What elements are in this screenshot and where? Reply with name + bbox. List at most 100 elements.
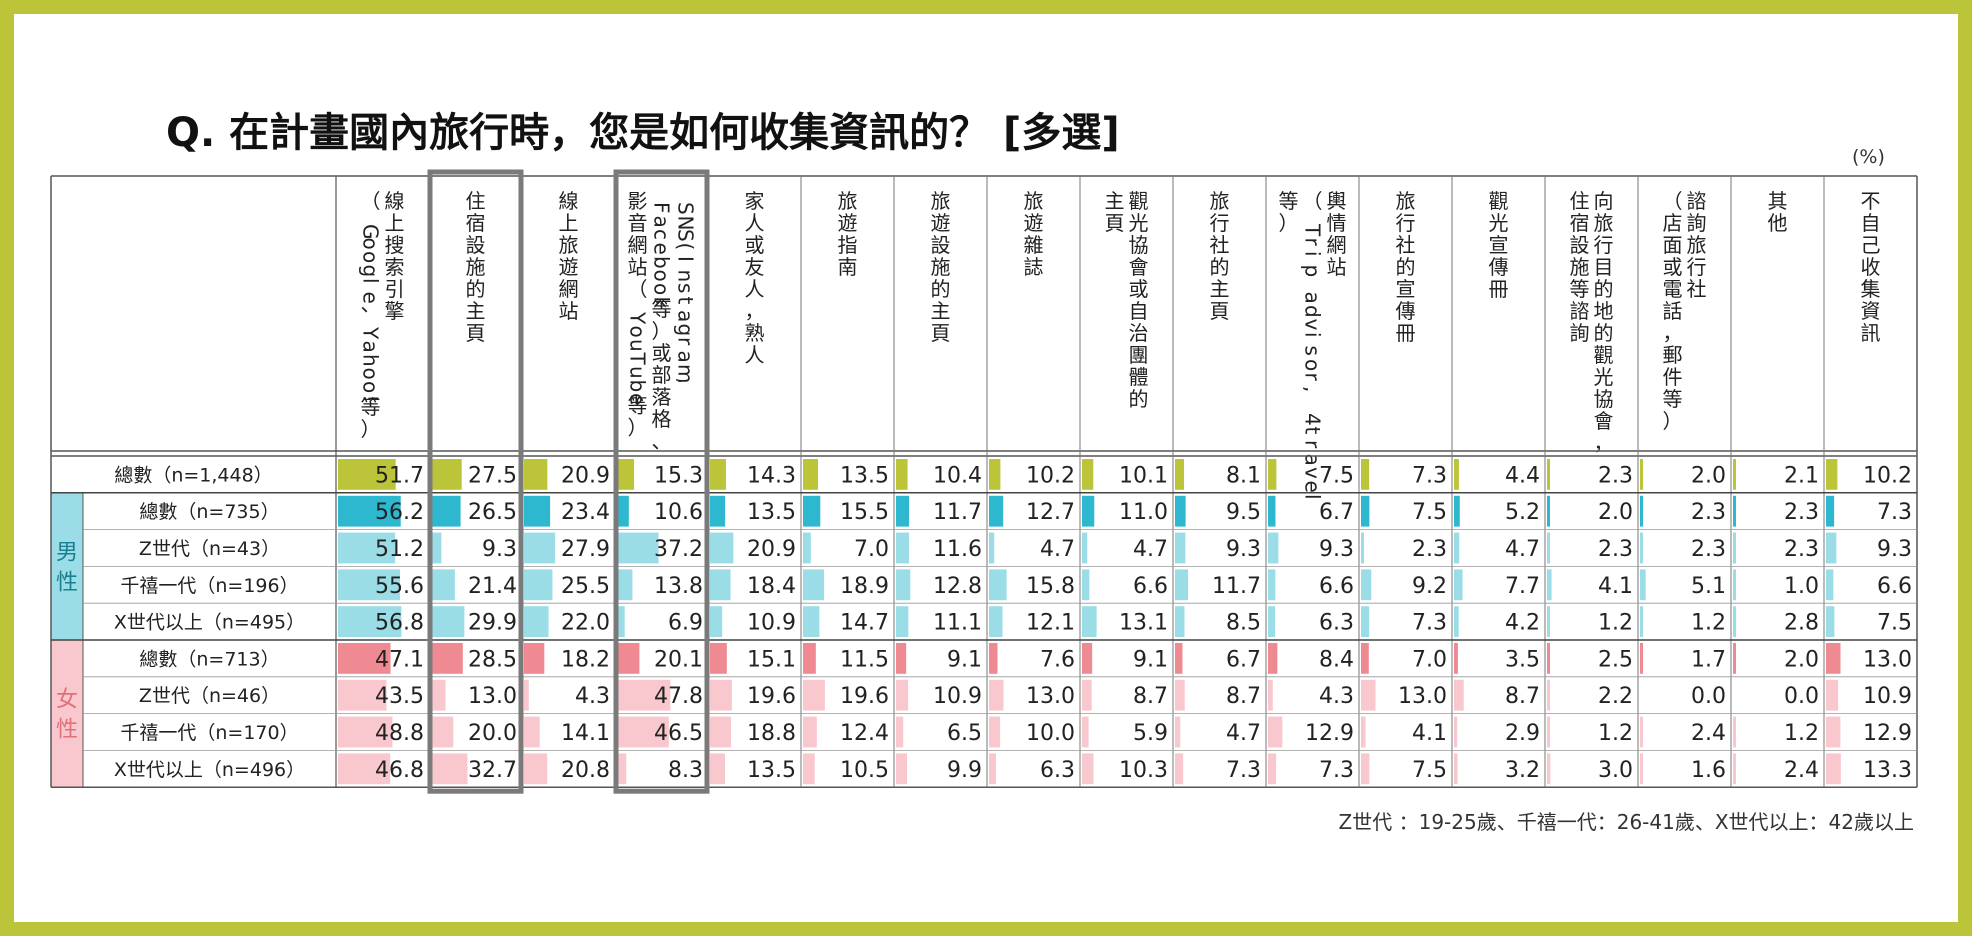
column-header-char: 等 (628, 394, 648, 418)
column-header-char: 觀 (1489, 189, 1509, 213)
value-label: 4.7 (1040, 537, 1075, 562)
column-header-char: 遊 (931, 211, 951, 235)
value-label: 11.5 (840, 647, 889, 672)
column-header-char: h (359, 354, 383, 367)
bar (1454, 753, 1458, 785)
value-label: 23.4 (561, 500, 610, 525)
value-label: 7.3 (1412, 611, 1447, 636)
bar (1547, 569, 1552, 601)
bar (710, 569, 731, 601)
column-header-char: 會 (1129, 255, 1149, 279)
bar (1733, 459, 1736, 490)
column-header-char: 、 (361, 292, 381, 316)
column-header-char: 詢 (1687, 211, 1707, 235)
column-header-char: e (1301, 481, 1325, 493)
bar (710, 753, 726, 785)
bar (431, 495, 461, 527)
bar (896, 753, 908, 785)
column-header-char: 行 (1594, 233, 1614, 257)
female-group-bg (51, 640, 83, 788)
value-label: 8.7 (1505, 684, 1540, 709)
bar (617, 716, 669, 748)
bar (1454, 569, 1463, 601)
bar (1268, 569, 1276, 601)
column-header-char: 自 (1861, 211, 1881, 235)
column-header-char: 諮 (1570, 299, 1590, 323)
bar (803, 716, 817, 748)
value-label: 7.0 (854, 537, 889, 562)
column-header-char: 音 (628, 211, 648, 235)
column-header-char: 團 (1129, 343, 1149, 367)
value-label: 18.8 (747, 721, 796, 746)
bar (338, 716, 393, 748)
column-header-char: p (1301, 265, 1325, 278)
column-header-char: （ (1663, 189, 1683, 213)
column-header-char: ） (1279, 211, 1299, 235)
value-label: 9.9 (947, 758, 982, 783)
value-label: 11.7 (1212, 574, 1261, 599)
column-header-char: r (674, 337, 698, 346)
bar (1826, 495, 1835, 527)
value-label: 5.1 (1691, 574, 1726, 599)
bar (1826, 569, 1834, 601)
chart-title: Q. 在計畫國內旅行時，您是如何收集資訊的？ [多選] (166, 110, 1120, 156)
value-label: 12.1 (1026, 611, 1075, 636)
value-label: 12.8 (933, 574, 982, 599)
column-header-char: 指 (838, 233, 858, 257)
value-label: 20.8 (561, 758, 610, 783)
column-header-char: 線 (385, 189, 405, 213)
column-header-char: o (626, 326, 650, 338)
column-header-char: b (626, 380, 650, 393)
bar (1082, 643, 1093, 674)
value-label: 9.1 (947, 647, 982, 672)
column-header-char: 詢 (1570, 321, 1590, 345)
value-label: 21.4 (468, 574, 517, 599)
column-header-char: 宿 (1570, 211, 1590, 235)
column-header-char: , (674, 378, 698, 384)
bar (1733, 495, 1736, 527)
column-header-char: 面 (1663, 233, 1683, 257)
column-header-char: 施 (1570, 255, 1590, 279)
row-label: X世代以上（n=495） (114, 612, 305, 634)
value-label: 10.4 (933, 463, 982, 488)
value-label: 11.7 (933, 500, 982, 525)
bar (1826, 606, 1835, 637)
bar (1361, 606, 1370, 637)
bar (431, 716, 454, 748)
value-label: 26.5 (468, 500, 517, 525)
column-header-char: l (1301, 494, 1325, 500)
bar (1361, 716, 1366, 748)
column-header-char: 輿 (1327, 189, 1347, 213)
bar (710, 606, 723, 637)
value-label: 18.4 (747, 574, 796, 599)
bar (1268, 495, 1276, 527)
column-header-char: 情 (1327, 211, 1347, 235)
value-label: 4.1 (1412, 721, 1447, 746)
bar (1640, 643, 1643, 674)
bar (1268, 606, 1276, 637)
column-header-char: 向 (1594, 189, 1614, 213)
bar (617, 459, 635, 490)
column-header-char: T (626, 352, 650, 366)
bar (1826, 753, 1841, 785)
value-label: 2.3 (1784, 500, 1819, 525)
column-header-char: s (674, 283, 698, 293)
bar (338, 569, 401, 601)
bar (1826, 643, 1841, 674)
column-header-char: r (1301, 238, 1325, 247)
column-header-char: a (674, 351, 698, 363)
value-label: 14.3 (747, 463, 796, 488)
bar (1826, 459, 1838, 490)
column-header-char: 影 (628, 189, 648, 213)
value-label: 14.7 (840, 611, 889, 636)
column-header-char: o (1301, 359, 1325, 371)
value-label: 47.1 (375, 647, 424, 672)
value-label: 11.1 (933, 611, 982, 636)
column-header-char: ） (628, 416, 648, 440)
bar (1640, 532, 1643, 564)
column-header-char: 設 (1570, 233, 1590, 257)
value-label: 2.3 (1598, 463, 1633, 488)
bar (1640, 459, 1643, 490)
bar (1640, 753, 1643, 785)
